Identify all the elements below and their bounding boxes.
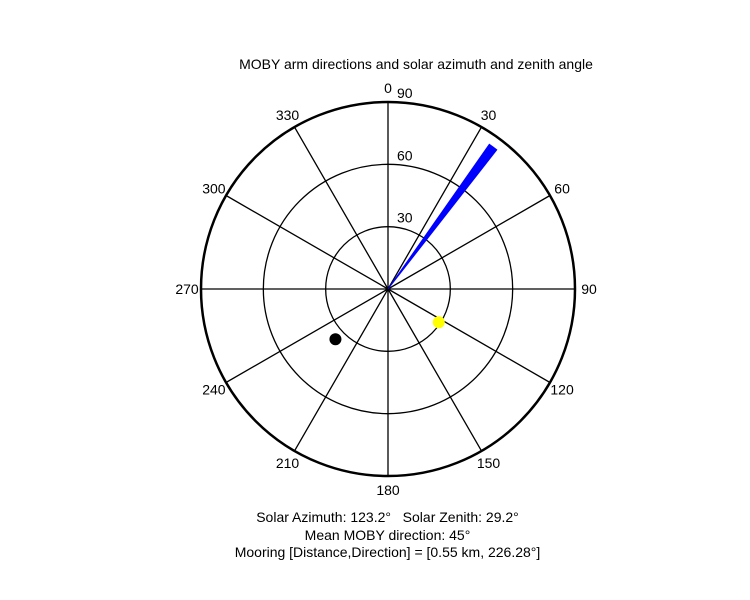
azimuth-tick-label-180: 180: [376, 482, 400, 498]
mean-direction-text: Mean MOBY direction: 45°: [304, 527, 471, 543]
solar-angles-line: Solar Azimuth: 123.2° Solar Zenith: 29.2…: [0, 509, 750, 526]
zenith-tick-label-90: 90: [397, 85, 413, 101]
azimuth-tick-label-0: 0: [384, 80, 392, 96]
azimuth-tick-label-90: 90: [581, 281, 597, 297]
azimuth-tick-label-330: 330: [276, 107, 300, 123]
azimuth-tick-label-240: 240: [202, 382, 226, 398]
spoke-330: [293, 126, 389, 290]
zenith-tick-label-60: 60: [397, 147, 413, 163]
sun-point: [432, 316, 445, 329]
moby-arm-wedge: [387, 143, 498, 290]
spoke-120: [387, 288, 551, 384]
azimuth-tick-label-120: 120: [550, 382, 574, 398]
polar-grid: [199, 100, 577, 478]
azimuth-tick-label-270: 270: [175, 281, 199, 297]
spoke-300: [225, 194, 389, 290]
solar-azimuth-text: Solar Azimuth: 123.2°: [256, 509, 391, 525]
spoke-30: [387, 126, 483, 290]
spoke-150: [387, 288, 483, 452]
azimuth-tick-label-60: 60: [554, 181, 570, 197]
spoke-60: [387, 194, 551, 290]
zenith-tick-label-30: 30: [397, 210, 413, 226]
data-marks: [329, 143, 498, 346]
mooring-text: Mooring [Distance,Direction] = [0.55 km,…: [234, 544, 541, 560]
azimuth-tick-label-150: 150: [477, 455, 501, 471]
chart-title: MOBY arm directions and solar azimuth an…: [239, 56, 593, 72]
spoke-210: [293, 288, 389, 452]
spoke-240: [225, 288, 389, 384]
axis-labels: 0 30 60 90 120 150 180 210 240 270 300 330 30 60 90: [175, 80, 597, 498]
solar-zenith-text: Solar Zenith: 29.2°: [402, 509, 519, 525]
azimuth-tick-label-210: 210: [276, 455, 300, 471]
mooring-point: [329, 333, 342, 346]
azimuth-tick-label-30: 30: [481, 107, 497, 123]
azimuth-tick-label-300: 300: [202, 181, 226, 197]
